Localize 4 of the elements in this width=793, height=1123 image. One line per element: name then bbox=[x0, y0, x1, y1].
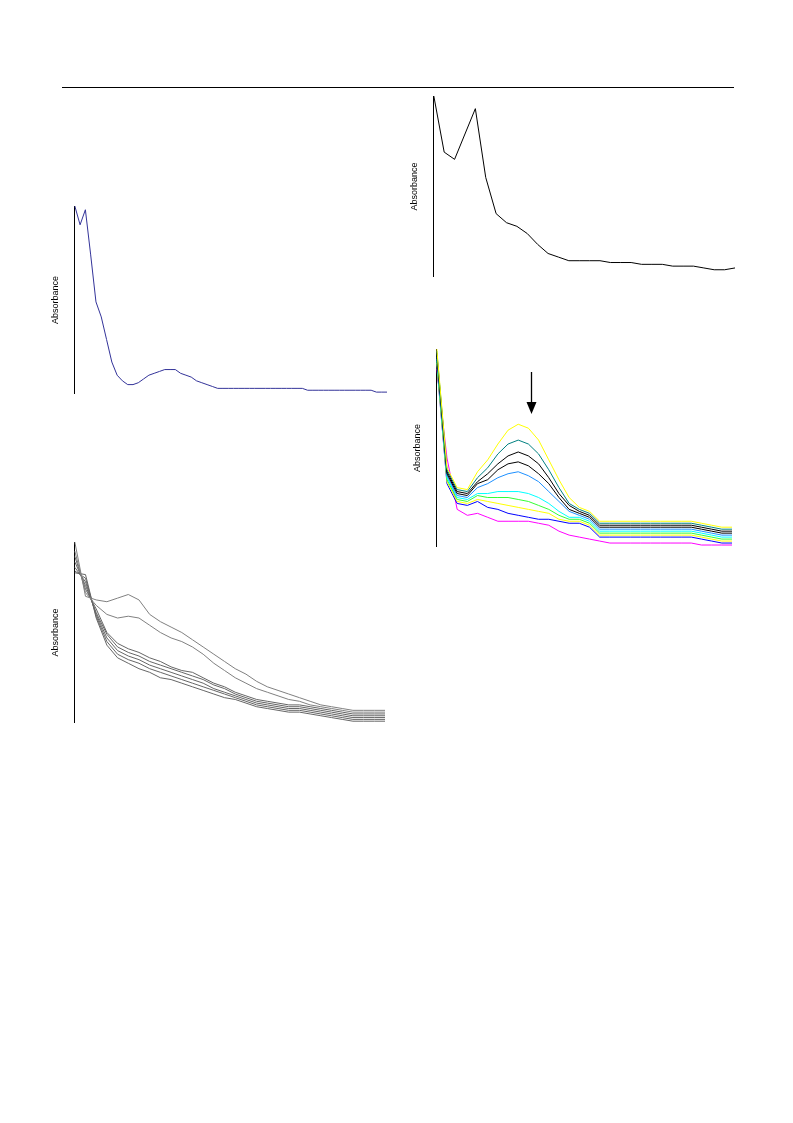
y-axis-title: Absorbance bbox=[411, 423, 422, 473]
y-axis-title: Absorbance bbox=[49, 275, 60, 325]
y-axis-title: Absorbance bbox=[49, 608, 60, 657]
y-axis-title: Absorbance bbox=[408, 162, 419, 211]
